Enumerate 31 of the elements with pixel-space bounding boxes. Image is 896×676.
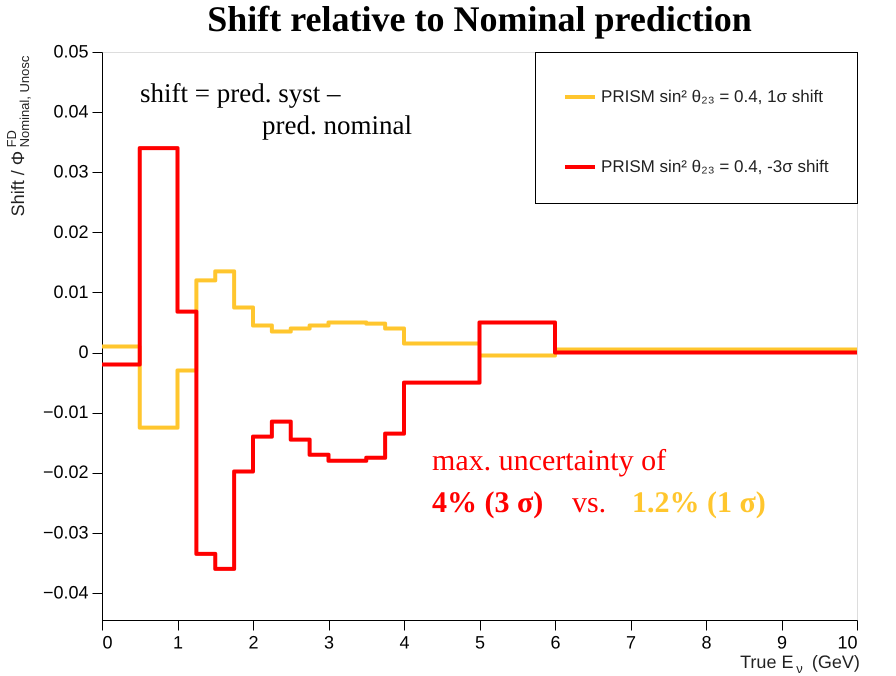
y-tick-label: −0.02 [42,462,88,482]
chart-title: Shift relative to Nominal prediction [207,0,752,39]
y-tick-label: 0 [78,342,88,362]
annotation: 1.2% (1 σ) [632,486,766,519]
y-tick-label: 0.01 [53,282,88,302]
y-axis-title: Shift / ΦFDNominal, Unosc [4,55,32,216]
annotation: 4% (3 σ) [432,486,544,519]
legend-label: PRISM sin² θ₂₃ = 0.4, 1σ shift [601,87,824,106]
x-tick-label: 0 [102,632,113,652]
x-tick-label: 10 [837,632,858,652]
x-tick-label: 9 [776,632,788,652]
y-tick-label: 0.05 [53,42,88,62]
x-tick-label: 2 [248,632,259,652]
x-tick-label: 1 [172,632,184,652]
annotation: shift = pred. syst – [140,78,341,108]
annotation: pred. nominal [262,110,412,140]
y-tick-label: −0.03 [42,522,88,542]
y-tick-label: 0.03 [53,162,88,182]
x-tick-label: 5 [474,632,486,652]
y-tick-label: 0.04 [53,102,88,122]
annotation: vs. [572,486,606,519]
x-tick-label: 4 [399,632,410,652]
x-tick-label: 3 [324,632,334,652]
x-tick-label: 8 [701,632,712,652]
legend-label: PRISM sin² θ₂₃ = 0.4, -3σ shift [601,157,829,176]
x-tick-label: 6 [550,632,561,652]
y-tick-label: 0.02 [53,222,88,242]
x-tick-label: 7 [626,632,636,652]
y-tick-label: −0.04 [42,582,88,602]
annotation: max. uncertainty of [432,444,666,477]
y-tick-label: −0.01 [42,402,88,422]
